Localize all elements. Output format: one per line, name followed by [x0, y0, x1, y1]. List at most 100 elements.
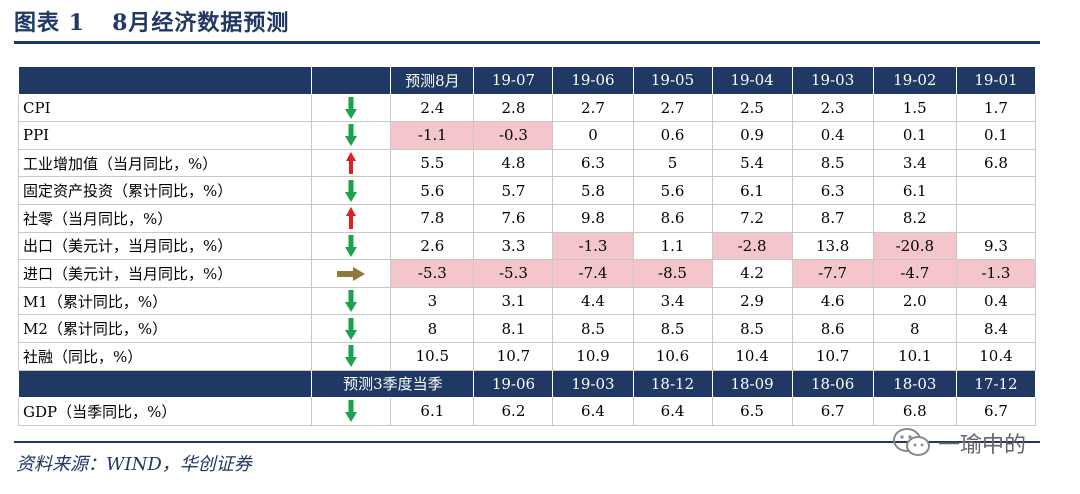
- trend-cell: [311, 341, 392, 371]
- up-arrow-icon: [346, 152, 357, 175]
- value-cell: 6.7: [955, 397, 1037, 426]
- value-cell: -2.8: [711, 231, 793, 261]
- value-cell: 6.1: [872, 176, 957, 205]
- value-cell: 7.2: [711, 203, 793, 233]
- value-cell: 2.0: [872, 286, 957, 316]
- value-cell: 2.5: [711, 93, 793, 123]
- row-label: CPI: [17, 93, 313, 123]
- value-cell: 8.5: [711, 314, 793, 343]
- trend-cell: [311, 121, 392, 150]
- value-cell: 5.5: [390, 148, 475, 178]
- value-cell: 0.4: [955, 286, 1037, 316]
- value-cell: 10.7: [473, 341, 554, 371]
- value-cell: 0.4: [791, 121, 874, 150]
- value-cell: 2.4: [390, 93, 475, 123]
- title-divider: [14, 41, 1040, 44]
- trend-cell: [311, 397, 392, 426]
- header-cell: [17, 369, 313, 399]
- value-cell: 5.7: [473, 176, 554, 205]
- trend-cell: [311, 231, 392, 261]
- value-cell: 0.6: [632, 121, 713, 150]
- row-label: 工业增加值（当月同比，%）: [17, 148, 313, 178]
- row-label: 出口（美元计，当月同比，%）: [17, 231, 313, 261]
- header-cell: [17, 66, 313, 95]
- value-cell: -5.3: [473, 259, 554, 288]
- figure-title-text: 8月经济数据预测: [112, 10, 290, 36]
- trend-cell: [311, 176, 392, 205]
- value-cell: 8.5: [552, 314, 634, 343]
- value-cell: 4.2: [711, 259, 793, 288]
- value-cell: 2.3: [791, 93, 874, 123]
- value-cell: -7.7: [791, 259, 874, 288]
- value-cell: 9.3: [955, 231, 1037, 261]
- header-cell: 19-03: [791, 66, 874, 95]
- value-cell: 8.7: [791, 203, 874, 233]
- value-cell: 1.7: [955, 93, 1037, 123]
- value-cell: 8.5: [632, 314, 713, 343]
- value-cell: 8.5: [791, 148, 874, 178]
- value-cell: -1.3: [552, 231, 634, 261]
- table-row: 进口（美元计，当月同比，%） -5.3 -5.3 -7.4 -8.5 4.2 -7.7 -4.…: [17, 259, 1037, 288]
- value-cell: 5.8: [552, 176, 634, 205]
- trend-cell: [311, 286, 392, 316]
- value-cell: 10.7: [791, 341, 874, 371]
- value-cell: 13.8: [791, 231, 874, 261]
- trend-cell: [311, 314, 392, 343]
- row-label: M1（累计同比，%）: [17, 286, 313, 316]
- bottom-divider: [14, 441, 1040, 443]
- value-cell: -20.8: [872, 231, 957, 261]
- value-cell: 7.8: [390, 203, 475, 233]
- table-row: M1（累计同比，%） 3 3.1 4.4 3.4 2.9 4.6 2.0 0.4: [17, 286, 1037, 316]
- row-label: GDP（当季同比，%）: [17, 397, 313, 426]
- table-row: 固定资产投资（累计同比，%） 5.6 5.7 5.8 5.6 6.1 6.3 6.1: [17, 176, 1037, 205]
- header-cell: 预测8月: [390, 66, 475, 95]
- value-cell: 6.2: [473, 397, 554, 426]
- value-cell: 3: [390, 286, 475, 316]
- value-cell: 10.4: [711, 341, 793, 371]
- value-cell: [955, 203, 1037, 233]
- row-label: M2（累计同比，%）: [17, 314, 313, 343]
- header-cell: 19-03: [552, 369, 634, 399]
- value-cell: 4.6: [791, 286, 874, 316]
- value-cell: -1.3: [955, 259, 1037, 288]
- value-cell: 9.8: [552, 203, 634, 233]
- value-cell: -8.5: [632, 259, 713, 288]
- value-cell: 10.5: [390, 341, 475, 371]
- down-arrow-icon: [345, 290, 358, 313]
- value-cell: 10.4: [955, 341, 1037, 371]
- value-cell: 3.4: [632, 286, 713, 316]
- watermark-text: 一瑜中的: [938, 433, 1027, 458]
- row-label: 社零（当月同比，%）: [17, 203, 313, 233]
- table-row-gdp: GDP（当季同比，%） 6.1 6.2 6.4 6.4 6.5 6.7 6.8 6.7: [17, 397, 1037, 426]
- header-cell: 预测3季度当季: [311, 369, 475, 399]
- header-row: 预测8月 19-07 19-06 19-05 19-04 19-03 19-02 19-01: [17, 66, 1037, 95]
- header-cell: 19-04: [711, 66, 793, 95]
- table-row: 社零（当月同比，%） 7.8 7.6 9.8 8.6 7.2 8.7 8.2: [17, 203, 1037, 233]
- table-row: 工业增加值（当月同比，%） 5.5 4.8 6.3 5 5.4 8.5 3.4 6.8: [17, 148, 1037, 178]
- down-arrow-icon: [345, 345, 358, 368]
- down-arrow-icon: [345, 400, 358, 423]
- down-arrow-icon: [345, 179, 358, 202]
- figure-number: 图表 1: [14, 10, 85, 36]
- up-arrow-icon: [346, 207, 357, 230]
- header-cell: 19-05: [632, 66, 713, 95]
- value-cell: 10.6: [632, 341, 713, 371]
- value-cell: 5.6: [390, 176, 475, 205]
- header-cell: 19-06: [552, 66, 634, 95]
- value-cell: 6.3: [791, 176, 874, 205]
- value-cell: 2.7: [632, 93, 713, 123]
- value-cell: 3.4: [872, 148, 957, 178]
- header-cell: 19-06: [473, 369, 554, 399]
- header-cell: 17-12: [955, 369, 1037, 399]
- header-cell: 18-09: [711, 369, 793, 399]
- figure-title: 图表 1 8月经济数据预测: [14, 8, 289, 38]
- row-label: 固定资产投资（累计同比，%）: [17, 176, 313, 205]
- down-arrow-icon: [345, 234, 358, 257]
- source-note: 资料来源：WIND，华创证券: [16, 454, 252, 475]
- right-arrow-icon: [337, 267, 366, 282]
- down-arrow-icon: [345, 124, 358, 147]
- value-cell: 6.7: [791, 397, 874, 426]
- header-cell: 18-12: [632, 369, 713, 399]
- table-row: M2（累计同比，%） 8 8.1 8.5 8.5 8.5 8.6 8 8.4: [17, 314, 1037, 343]
- value-cell: 2.6: [390, 231, 475, 261]
